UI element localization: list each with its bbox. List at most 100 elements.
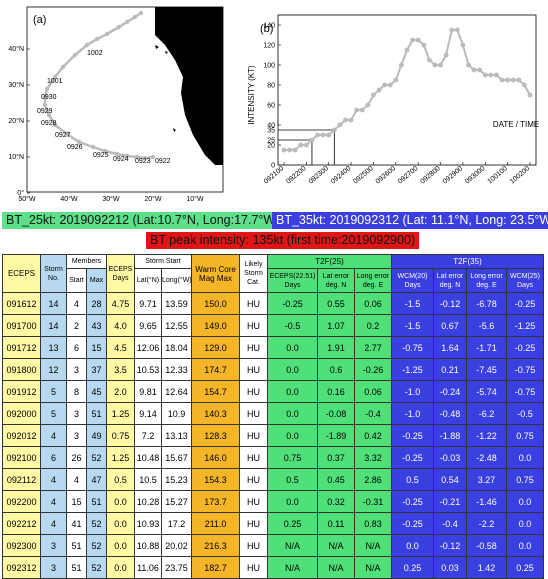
intensity-point	[426, 57, 432, 63]
table-cell: 18.04	[161, 336, 192, 359]
table-cell: 23.75	[161, 556, 192, 579]
table-cell: 091712	[2, 336, 41, 359]
table-cell: 0.75	[106, 424, 135, 447]
table-cell: 0.06	[353, 380, 393, 403]
table-cell: HU	[239, 534, 268, 557]
track-point	[84, 42, 90, 48]
lat-tick-label: 20°N	[8, 117, 24, 125]
table-cell: 0.0	[506, 534, 545, 557]
table-row: 091700 14 2 43 4.0 9.65 12.55 149.0 HU -0.5 1.07 0.…	[2, 314, 545, 337]
track-point	[142, 155, 148, 161]
table-cell: -1.46	[466, 490, 508, 513]
table-cell: 10.5	[134, 468, 162, 491]
lon-ticks: 50°W 40°W 30°W 20°W 10°W	[18, 195, 204, 203]
table-row: 092100 6 26 52 1.25 10.48 15.67 146.0 HU 0.75 0.37…	[2, 446, 545, 469]
track-date-label: 0925	[93, 152, 109, 159]
col-lat-err25: Lat error deg. N	[317, 268, 355, 293]
track-point	[64, 131, 70, 137]
x-tick-label: 093000	[464, 165, 486, 185]
col-wcm25: WCM(25) Days	[506, 268, 545, 293]
lat-tick-label: 0°	[17, 189, 24, 197]
table-cell: 15	[86, 336, 107, 359]
table-cell: 0.42	[353, 424, 393, 447]
col-likely-cat: Likely Storm Cat.	[239, 254, 268, 293]
table-cell: 10.93	[134, 512, 162, 535]
track-point	[104, 31, 110, 37]
intensity-point	[510, 77, 516, 83]
table-cell: 11.06	[134, 556, 162, 579]
intensity-point	[471, 67, 477, 73]
table-cell: 0.45	[317, 468, 355, 491]
table-cell: 0.0	[267, 358, 318, 381]
track-labels: 1002 1001 0930 0929 0928 0927 0926 0925 0924 0923…	[37, 50, 171, 165]
table-cell: HU	[239, 358, 268, 381]
table-cell: N/A	[267, 556, 318, 579]
track-date-label: 1002	[87, 50, 103, 57]
intensity-point	[516, 77, 522, 83]
table-cell: 4	[66, 292, 87, 315]
table-cell: 091700	[2, 314, 41, 337]
table-cell: 0.55	[317, 292, 355, 315]
track-date-label: 0924	[113, 156, 129, 163]
table-row: 092200 4 15 51 0.0 10.28 15.27 173.7 HU 0.0 0.32 -0…	[2, 490, 545, 513]
intensity-point	[482, 72, 488, 78]
table-cell: 173.7	[191, 490, 240, 513]
table-cell: 5	[40, 380, 67, 403]
table-cell: 091912	[2, 380, 41, 403]
table-cell: -0.12	[433, 292, 468, 315]
track-date-label: 0922	[155, 158, 171, 165]
col-lat: Lat(°N)	[134, 268, 162, 293]
table-cell: HU	[239, 336, 268, 359]
table-cell: 43	[86, 314, 107, 337]
table-cell: 092312	[2, 556, 41, 579]
intensity-point	[309, 137, 315, 143]
track-point	[102, 148, 108, 154]
track-point	[138, 10, 144, 16]
track-date-label: 0926	[67, 144, 83, 151]
table-row: 091800 12 3 37 3.5 10.53 12.33 174.7 HU 0.0 0.6 -0.…	[2, 358, 545, 381]
track-point	[124, 153, 130, 159]
col-eceps: ECEPS	[2, 254, 41, 293]
table-cell: 2.86	[353, 468, 393, 491]
table-cell: 092200	[2, 490, 41, 513]
table-row: 091912 5 8 45 2.0 9.81 12.64 154.7 HU 0.0 0.16 0.06…	[2, 380, 545, 403]
intensity-point	[438, 62, 443, 68]
table-cell: -0.75	[391, 336, 435, 359]
table-cell: -1.71	[466, 336, 508, 359]
lon-tick-label: 30°W	[102, 195, 120, 203]
intensity-point	[443, 52, 449, 58]
table-cell: 0.0	[267, 336, 318, 359]
intensity-points	[281, 27, 533, 153]
table-cell: 9.71	[134, 292, 162, 315]
table-cell: 0.75	[506, 468, 545, 491]
table-cell: 3.32	[353, 446, 393, 469]
col-start: Start	[66, 268, 87, 293]
table-cell: 091800	[2, 358, 41, 381]
track-date-label: 0923	[135, 158, 151, 165]
table-cell: 154.7	[191, 380, 240, 403]
table-cell: 149.0	[191, 314, 240, 337]
table-cell: 1.64	[433, 336, 468, 359]
table-cell: -1.0	[391, 380, 435, 403]
col-warm-core: Warm Core Mag Max	[191, 254, 240, 293]
table-cell: -5.6	[466, 314, 508, 337]
table-cell: 10.9	[161, 402, 192, 425]
table-cell: -0.25	[391, 490, 435, 513]
intensity-point	[315, 132, 320, 138]
table-cell: -1.25	[391, 358, 435, 381]
table-cell: 4	[40, 490, 67, 513]
intensity-point	[354, 107, 360, 113]
table-cell: 52	[86, 556, 107, 579]
x-tick-label: 100200	[509, 165, 531, 185]
threshold-lines	[278, 129, 335, 165]
y-tick-label: 100	[263, 63, 275, 70]
table-cell: 0.75	[506, 424, 545, 447]
table-cell: -0.48	[433, 402, 468, 425]
table-cell: -2.2	[466, 512, 508, 535]
intensity-point	[404, 47, 410, 53]
intensity-point	[281, 147, 287, 153]
col-storm-no: Storm No.	[40, 254, 67, 293]
track-point	[116, 24, 122, 30]
table-row: 092012 4 3 49 0.75 7.2 13.13 128.3 HU 0.0 -1.89 0.4…	[2, 424, 545, 447]
table-cell: 9.14	[134, 402, 162, 425]
